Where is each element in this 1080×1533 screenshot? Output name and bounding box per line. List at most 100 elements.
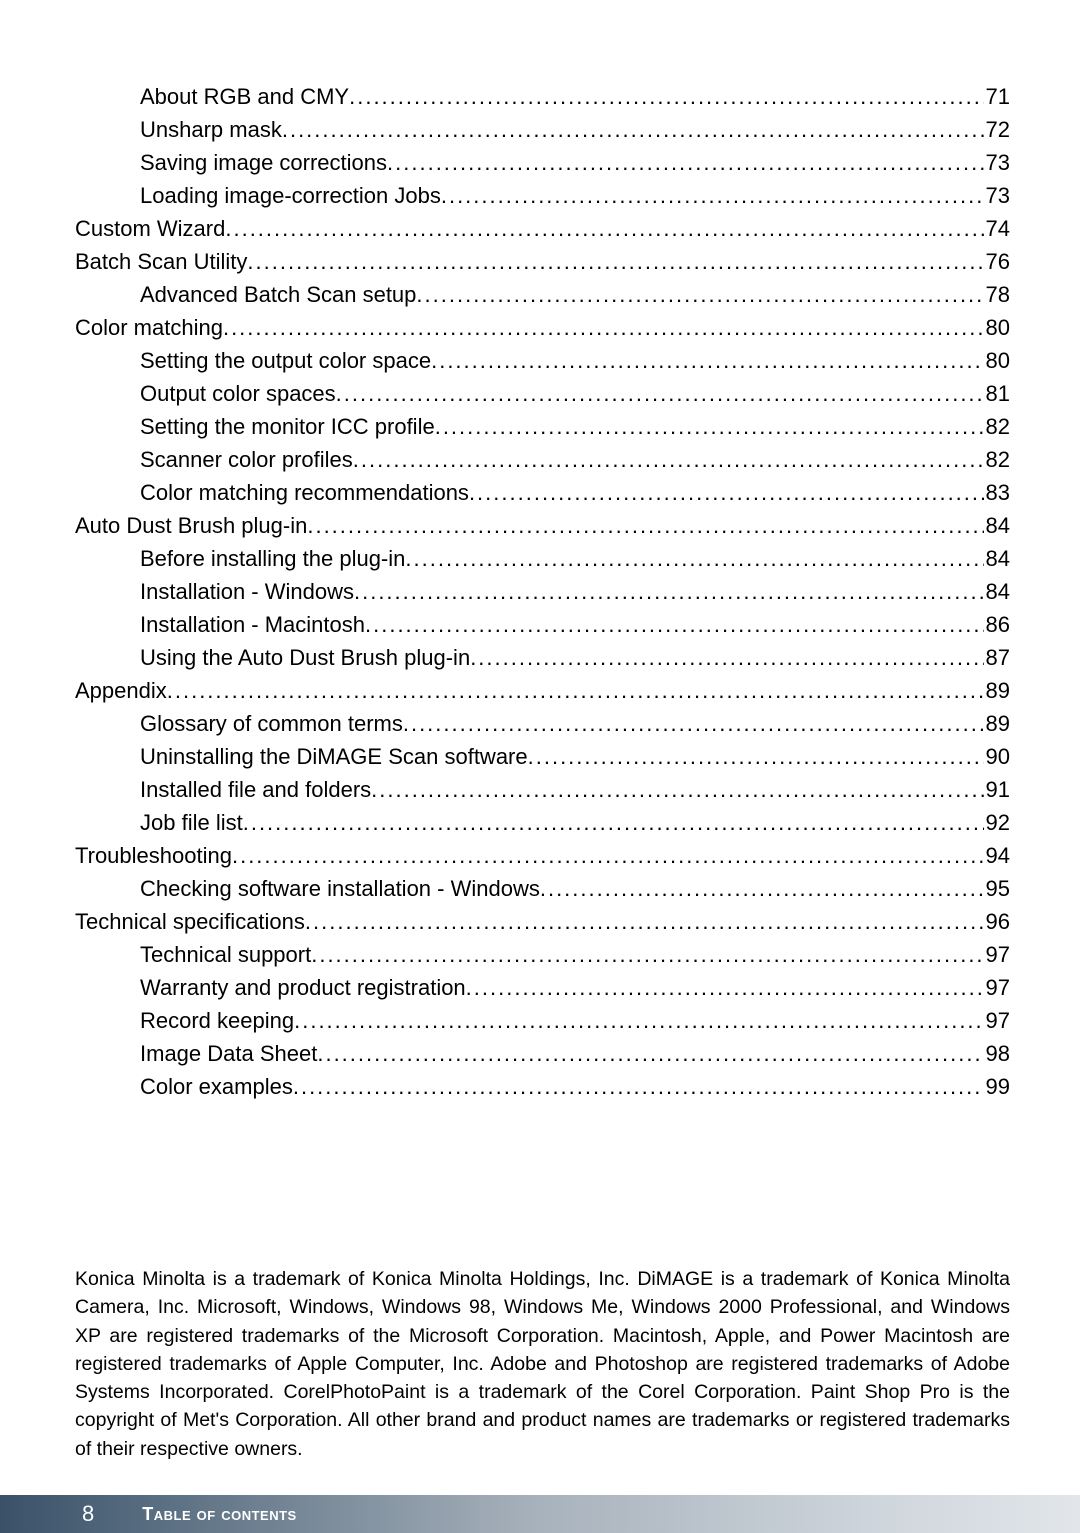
toc-page-number: 97 bbox=[984, 1004, 1010, 1037]
toc-page-number: 92 bbox=[984, 806, 1010, 839]
toc-title: Record keeping bbox=[140, 1004, 294, 1037]
toc-entry: Installation - Macintosh 86 bbox=[75, 608, 1010, 641]
toc-page-number: 82 bbox=[984, 410, 1010, 443]
toc-dots bbox=[354, 575, 984, 608]
toc-title: Appendix bbox=[75, 674, 167, 707]
toc-title: Job file list bbox=[140, 806, 243, 839]
toc-title: Installed file and folders bbox=[140, 773, 371, 806]
toc-dots bbox=[431, 344, 983, 377]
toc-title: Color matching bbox=[75, 311, 223, 344]
toc-page-number: 97 bbox=[984, 971, 1010, 1004]
toc-title: Advanced Batch Scan setup bbox=[140, 278, 416, 311]
toc-dots bbox=[365, 608, 984, 641]
toc-title: Batch Scan Utility bbox=[75, 245, 247, 278]
toc-dots bbox=[167, 674, 984, 707]
toc-title: Troubleshooting bbox=[75, 839, 232, 872]
toc-title: Warranty and product registration bbox=[140, 971, 466, 1004]
toc-dots bbox=[282, 113, 984, 146]
toc-title: Technical specifications bbox=[75, 905, 305, 938]
toc-dots bbox=[371, 773, 983, 806]
toc-entry: Checking software installation - Windows… bbox=[75, 872, 1010, 905]
footer-bar: 8 Table of contents bbox=[0, 1495, 1080, 1533]
toc-title: Color examples bbox=[140, 1070, 293, 1103]
toc-entry: Before installing the plug-in 84 bbox=[75, 542, 1010, 575]
toc-page-number: 73 bbox=[984, 179, 1010, 212]
toc-dots bbox=[311, 938, 983, 971]
toc-entry: Color matching 80 bbox=[75, 311, 1010, 344]
toc-entry: Installation - Windows 84 bbox=[75, 575, 1010, 608]
toc-page-number: 84 bbox=[984, 509, 1010, 542]
toc-dots bbox=[405, 542, 983, 575]
toc-title: Scanner color profiles bbox=[140, 443, 353, 476]
toc-dots bbox=[528, 740, 984, 773]
toc-title: Image Data Sheet bbox=[140, 1037, 317, 1070]
toc-page-number: 82 bbox=[984, 443, 1010, 476]
toc-title: Installation - Windows bbox=[140, 575, 354, 608]
toc-page-number: 95 bbox=[984, 872, 1010, 905]
toc-title: About RGB and CMY bbox=[140, 80, 349, 113]
toc-dots bbox=[293, 1070, 984, 1103]
toc-title: Before installing the plug-in bbox=[140, 542, 405, 575]
toc-entry: Image Data Sheet 98 bbox=[75, 1037, 1010, 1070]
toc-title: Custom Wizard bbox=[75, 212, 225, 245]
toc-entry: Troubleshooting 94 bbox=[75, 839, 1010, 872]
toc-title: Using the Auto Dust Brush plug-in bbox=[140, 641, 470, 674]
toc-title: Color matching recommendations bbox=[140, 476, 469, 509]
toc-page-number: 80 bbox=[984, 311, 1010, 344]
toc-entry: Uninstalling the DiMAGE Scan software 90 bbox=[75, 740, 1010, 773]
toc-page-number: 98 bbox=[984, 1037, 1010, 1070]
toc-entry: Glossary of common terms 89 bbox=[75, 707, 1010, 740]
toc-page-number: 76 bbox=[984, 245, 1010, 278]
toc-dots bbox=[403, 707, 984, 740]
toc-page-number: 89 bbox=[984, 707, 1010, 740]
table-of-contents: About RGB and CMY 71Unsharp mask72Saving… bbox=[75, 80, 1010, 1103]
toc-entry: About RGB and CMY 71 bbox=[75, 80, 1010, 113]
toc-entry: Loading image-correction Jobs73 bbox=[75, 179, 1010, 212]
footer-title: Table of contents bbox=[142, 1504, 296, 1525]
toc-entry: Warranty and product registration 97 bbox=[75, 971, 1010, 1004]
toc-entry: Custom Wizard 74 bbox=[75, 212, 1010, 245]
toc-page-number: 72 bbox=[984, 113, 1010, 146]
toc-dots bbox=[247, 245, 983, 278]
toc-dots bbox=[435, 410, 984, 443]
toc-page-number: 83 bbox=[984, 476, 1010, 509]
toc-title: Glossary of common terms bbox=[140, 707, 403, 740]
toc-page-number: 96 bbox=[984, 905, 1010, 938]
toc-entry: Using the Auto Dust Brush plug-in 87 bbox=[75, 641, 1010, 674]
toc-title: Saving image corrections bbox=[140, 146, 387, 179]
toc-page-number: 71 bbox=[984, 80, 1010, 113]
toc-entry: Batch Scan Utility 76 bbox=[75, 245, 1010, 278]
page-number: 8 bbox=[82, 1501, 94, 1527]
toc-title: Checking software installation - Windows bbox=[140, 872, 540, 905]
toc-entry: Technical specifications 96 bbox=[75, 905, 1010, 938]
toc-entry: Advanced Batch Scan setup 78 bbox=[75, 278, 1010, 311]
trademark-notice: Konica Minolta is a trademark of Konica … bbox=[75, 1265, 1010, 1463]
toc-dots bbox=[540, 872, 984, 905]
toc-entry: Color matching recommendations 83 bbox=[75, 476, 1010, 509]
toc-entry: Technical support 97 bbox=[75, 938, 1010, 971]
toc-page-number: 81 bbox=[984, 377, 1010, 410]
toc-page-number: 87 bbox=[984, 641, 1010, 674]
toc-title: Setting the output color space bbox=[140, 344, 431, 377]
toc-title: Setting the monitor ICC profile bbox=[140, 410, 435, 443]
toc-dots bbox=[387, 146, 984, 179]
toc-dots bbox=[336, 377, 984, 410]
toc-entry: Unsharp mask 72 bbox=[75, 113, 1010, 146]
toc-entry: Installed file and folders 91 bbox=[75, 773, 1010, 806]
toc-dots bbox=[243, 806, 984, 839]
toc-entry: Job file list 92 bbox=[75, 806, 1010, 839]
toc-page-number: 74 bbox=[984, 212, 1010, 245]
toc-dots bbox=[317, 1037, 983, 1070]
toc-dots bbox=[470, 641, 983, 674]
toc-dots bbox=[349, 80, 983, 113]
toc-dots bbox=[353, 443, 984, 476]
toc-title: Unsharp mask bbox=[140, 113, 282, 146]
toc-page-number: 78 bbox=[984, 278, 1010, 311]
toc-dots bbox=[466, 971, 984, 1004]
toc-entry: Output color spaces 81 bbox=[75, 377, 1010, 410]
toc-title: Installation - Macintosh bbox=[140, 608, 365, 641]
toc-entry: Record keeping 97 bbox=[75, 1004, 1010, 1037]
toc-page-number: 73 bbox=[984, 146, 1010, 179]
toc-page-number: 86 bbox=[984, 608, 1010, 641]
toc-dots bbox=[416, 278, 983, 311]
